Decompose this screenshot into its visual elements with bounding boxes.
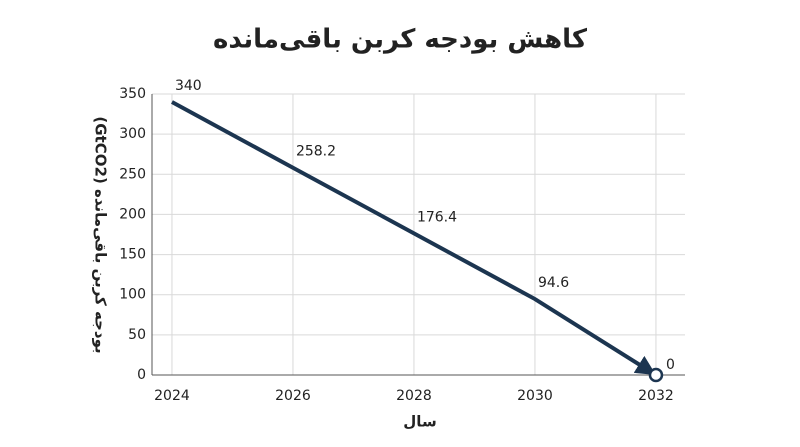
data-label: 94.6 [538,275,569,291]
y-tick-label: 50 [128,327,146,343]
chart-title: کاهش بودجه کربن باقی‌مانده [213,25,588,55]
y-tick-label: 350 [119,86,146,102]
x-tick-label: 2030 [517,388,553,404]
y-tick-label: 100 [119,287,146,303]
y-axis-label: بودجه کربن باقی‌مانده (GtCO2) [92,116,110,353]
x-tick-label: 2032 [638,388,674,404]
x-tick-label: 2024 [154,388,190,404]
x-axis-label: سال [403,413,436,431]
data-label: 176.4 [417,209,457,225]
y-tick-label: 250 [119,166,146,182]
y-tick-label: 300 [119,126,146,142]
data-label: 258.2 [296,144,336,160]
end-marker [648,367,664,383]
data-label: 0 [666,357,675,373]
x-tick-label: 2026 [275,388,311,404]
x-tick-label: 2028 [396,388,432,404]
data-line [171,100,658,377]
y-tick-label: 200 [119,206,146,222]
data-label: 340 [175,78,202,94]
y-tick-label: 0 [137,367,146,383]
y-tick-label: 150 [119,247,146,263]
